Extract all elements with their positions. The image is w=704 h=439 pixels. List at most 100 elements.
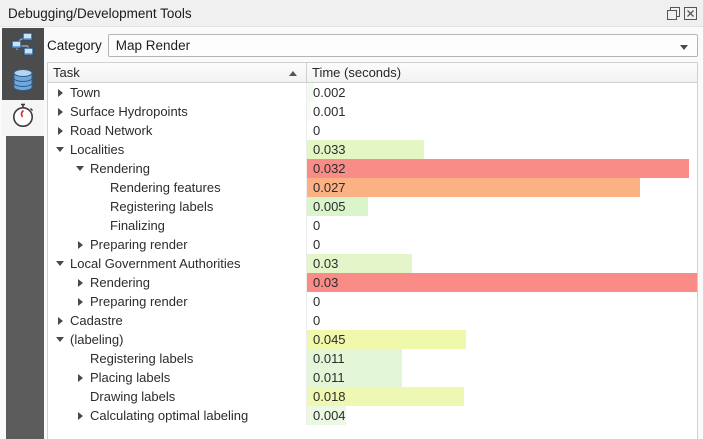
table-row[interactable]: Registering labels 0.011: [48, 349, 697, 368]
time-bar: [307, 102, 311, 121]
time-bar: [307, 349, 402, 368]
panel-title-bar[interactable]: Debugging/Development Tools: [0, 0, 703, 27]
table-row[interactable]: Rendering 0.03: [48, 273, 697, 292]
task-cell: (labeling): [48, 330, 306, 349]
task-label: Preparing render: [90, 294, 188, 309]
time-cell: 0.045: [306, 330, 697, 349]
time-cell: 0: [306, 235, 697, 254]
expand-arrow-icon[interactable]: [70, 166, 90, 171]
task-cell: Finalizing: [48, 216, 306, 235]
table-row[interactable]: Calculating optimal labeling 0.004: [48, 406, 697, 425]
table-row[interactable]: Preparing render 0: [48, 235, 697, 254]
time-bar: [307, 83, 314, 102]
time-value: 0.011: [313, 370, 345, 385]
time-value: 0.002: [313, 85, 346, 100]
table-row[interactable]: Placing labels 0.011: [48, 368, 697, 387]
expand-arrow-icon[interactable]: [50, 316, 70, 325]
close-icon[interactable]: [684, 7, 697, 20]
time-bar: [307, 197, 368, 216]
task-cell: Registering labels: [48, 349, 306, 368]
time-value: 0.045: [313, 332, 346, 347]
table-row[interactable]: Finalizing 0: [48, 216, 697, 235]
table-row[interactable]: Rendering 0.032: [48, 159, 697, 178]
time-value: 0.004: [313, 408, 346, 423]
time-bar: [307, 273, 697, 292]
task-cell: Local Government Authorities: [48, 254, 306, 273]
time-cell: 0.032: [306, 159, 697, 178]
table-row[interactable]: Drawing labels 0.018: [48, 387, 697, 406]
expand-arrow-icon[interactable]: [50, 261, 70, 266]
task-label: Surface Hydropoints: [70, 104, 188, 119]
column-header-task[interactable]: Task: [48, 63, 306, 82]
expand-arrow-icon[interactable]: [70, 411, 90, 420]
time-cell: 0.011: [306, 349, 697, 368]
table-row[interactable]: Road Network 0: [48, 121, 697, 140]
panel-title: Debugging/Development Tools: [8, 5, 192, 21]
time-cell: 0.002: [306, 83, 697, 102]
task-cell: Rendering: [48, 159, 306, 178]
time-cell: 0: [306, 292, 697, 311]
table-row[interactable]: Localities 0.033: [48, 140, 697, 159]
task-label: Town: [70, 85, 101, 100]
time-value: 0.027: [313, 180, 346, 195]
table-row[interactable]: Registering labels 0.005: [48, 197, 697, 216]
task-cell: Rendering features: [48, 178, 306, 197]
time-value: 0.018: [313, 389, 346, 404]
profiler-stopwatch-icon: [9, 102, 37, 135]
task-cell: Cadastre: [48, 311, 306, 330]
task-cell: Registering labels: [48, 197, 306, 216]
time-cell: 0.004: [306, 406, 697, 425]
category-combobox-value: Map Render: [115, 37, 191, 53]
sort-ascending-icon: [289, 71, 297, 76]
time-value: 0.03: [313, 256, 339, 271]
time-bar: [307, 368, 402, 387]
expand-arrow-icon[interactable]: [70, 278, 90, 287]
table-row[interactable]: Rendering features 0.027: [48, 178, 697, 197]
task-cell: Drawing labels: [48, 387, 306, 406]
time-cell: 0.018: [306, 387, 697, 406]
time-bar: [307, 178, 640, 197]
table-row[interactable]: Town 0.002: [48, 83, 697, 102]
task-label: Rendering features: [110, 180, 221, 195]
expand-arrow-icon[interactable]: [50, 126, 70, 135]
table-row[interactable]: (labeling) 0.045: [48, 330, 697, 349]
time-bar: [307, 254, 412, 273]
time-cell: 0.033: [306, 140, 697, 159]
column-header-time[interactable]: Time (seconds): [306, 63, 697, 82]
table-row[interactable]: Cadastre 0: [48, 311, 697, 330]
time-cell: 0: [306, 311, 697, 330]
expand-arrow-icon[interactable]: [70, 240, 90, 249]
time-value: 0: [313, 313, 321, 328]
task-label: Preparing render: [90, 237, 188, 252]
sidebar-tab-profiler[interactable]: [2, 100, 44, 136]
expand-arrow-icon[interactable]: [50, 337, 70, 342]
table-row[interactable]: Local Government Authorities 0.03: [48, 254, 697, 273]
expand-arrow-icon[interactable]: [70, 373, 90, 382]
task-cell: Surface Hydropoints: [48, 102, 306, 121]
float-window-icon[interactable]: [667, 7, 680, 20]
expand-arrow-icon[interactable]: [50, 88, 70, 97]
time-value: 0.011: [313, 351, 345, 366]
task-cell: Placing labels: [48, 368, 306, 387]
sidebar-tab-query-logger[interactable]: [2, 64, 44, 100]
task-label: Rendering: [90, 275, 150, 290]
time-cell: 0.005: [306, 197, 697, 216]
task-cell: Town: [48, 83, 306, 102]
time-cell: 0.03: [306, 254, 697, 273]
table-row[interactable]: Preparing render 0: [48, 292, 697, 311]
time-value: 0: [313, 218, 321, 233]
expand-arrow-icon[interactable]: [50, 147, 70, 152]
category-combobox[interactable]: Map Render: [107, 33, 698, 57]
task-cell: Preparing render: [48, 235, 306, 254]
task-label: Placing labels: [90, 370, 171, 385]
table-row[interactable]: Surface Hydropoints 0.001: [48, 102, 697, 121]
time-cell: 0.001: [306, 102, 697, 121]
time-value: 0: [313, 294, 321, 309]
expand-arrow-icon[interactable]: [50, 107, 70, 116]
profiler-tree: Task Time (seconds) Town 0.002 Surface H…: [47, 62, 698, 439]
expand-arrow-icon[interactable]: [70, 297, 90, 306]
category-row: Category Map Render: [47, 33, 698, 57]
time-value: 0: [313, 123, 321, 138]
time-cell: 0: [306, 216, 697, 235]
sidebar-tab-network-logger[interactable]: [2, 28, 44, 64]
